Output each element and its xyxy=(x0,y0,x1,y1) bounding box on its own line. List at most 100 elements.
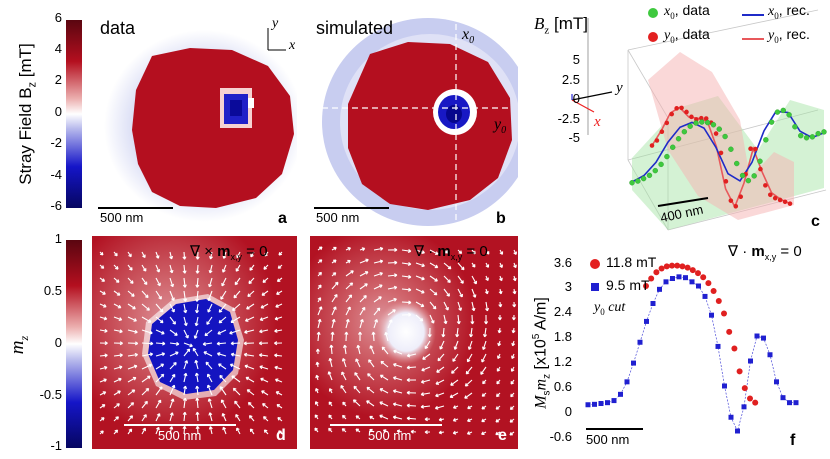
panel-e-arrow xyxy=(344,331,349,342)
panel-d-arrow xyxy=(247,290,255,298)
panel-e-arrow xyxy=(341,428,347,433)
panel-d-arrow xyxy=(155,329,165,335)
bottom-colorbar-tick: -1 xyxy=(50,438,62,453)
panel-e-arrow xyxy=(467,418,473,422)
panel-e-arrow xyxy=(366,400,375,407)
panel-d-arrow xyxy=(155,373,165,383)
panel-c-x0-data-point xyxy=(803,135,810,141)
panel-c-y0-data-point xyxy=(664,120,670,126)
panel-c-y0-data-point xyxy=(738,194,744,200)
panel-f-11-8-point xyxy=(674,262,681,269)
legend-red-circle-icon xyxy=(590,259,600,269)
panel-b-title: simulated xyxy=(316,18,394,38)
panel-e-arrow xyxy=(342,401,347,407)
panel-c-x0-data-point xyxy=(763,137,769,143)
bottom-colorbar-gradient xyxy=(66,240,82,448)
panel-f-9-5-point xyxy=(624,379,630,385)
panel-e-scalebar-label: 500 nm xyxy=(368,428,412,443)
panel-e-arrow xyxy=(420,392,431,397)
panel-e-arrow xyxy=(485,262,490,268)
panel-e-arrow xyxy=(329,344,334,355)
panel-e-arrow xyxy=(406,403,417,408)
panel-e-arrow xyxy=(331,272,337,277)
panel-e-arrow xyxy=(387,285,398,290)
panel-e-arrow xyxy=(482,379,487,385)
panel-e-arrow xyxy=(451,366,459,374)
panel-d-arrow xyxy=(113,329,123,334)
panel-e-arrow xyxy=(393,349,403,355)
panel-e-arrow xyxy=(457,301,463,311)
panel-e-arrow xyxy=(510,392,515,398)
panel-c-x0-data-point xyxy=(681,129,688,135)
panel-e-arrow xyxy=(373,246,384,251)
panel-e-arrow xyxy=(457,249,463,254)
panel-e-arrow xyxy=(499,262,503,268)
panel-f-series xyxy=(585,262,799,434)
panel-f-letter: f xyxy=(790,432,796,449)
panel-c-x0-data-point xyxy=(693,120,699,126)
panel-e-arrow xyxy=(497,327,502,334)
panel-d-arrow xyxy=(127,329,138,334)
panel-d-vector-field xyxy=(99,251,283,435)
panel-c-tick: -5 xyxy=(568,130,580,145)
panel-c-series xyxy=(629,105,827,209)
bottom-colorbar-tick: 0.5 xyxy=(43,283,62,298)
panel-d-arrow xyxy=(182,397,187,409)
panel-d-arrow xyxy=(155,426,160,435)
panel-e-arrow xyxy=(497,353,501,359)
panel-e-arrow xyxy=(317,318,322,329)
panel-e-arrow xyxy=(314,427,319,433)
panel-d-arrow xyxy=(99,328,108,333)
panel-e-arrow xyxy=(331,281,339,290)
panel-d-arrow xyxy=(155,290,162,300)
panel-c-x0-data-point xyxy=(704,119,711,126)
panel-c-y0-data-point xyxy=(772,195,778,201)
panel-d-arrow xyxy=(169,412,174,422)
panel-d-arrow xyxy=(169,361,177,370)
panel-d-arrow xyxy=(141,427,146,435)
panel-b-scalebar xyxy=(314,207,389,209)
legend-x0-rec: x0, rec. xyxy=(768,2,810,21)
panel-e-arrow xyxy=(443,314,448,325)
panel-b-cut-y-label: y0 xyxy=(494,116,507,137)
panel-d-arrow xyxy=(207,398,213,409)
panel-d-arrow xyxy=(231,375,241,383)
panel-d-arrow xyxy=(113,365,123,370)
panel-e-arrow xyxy=(429,262,439,269)
panel-e-arrow xyxy=(509,418,515,423)
panel-e-arrow xyxy=(342,344,347,355)
panel-e-arrow xyxy=(452,430,459,435)
panel-e-arrow xyxy=(498,275,503,282)
panel-f-9-5-point xyxy=(663,279,669,285)
panel-e-arrow xyxy=(355,358,361,368)
panel-c-x0-data-point xyxy=(734,160,740,167)
panel-e-arrow xyxy=(352,399,361,407)
panel-c-x0-data-point xyxy=(792,124,798,130)
panel-f-9-5-point xyxy=(644,318,649,324)
panel-e-arrow xyxy=(429,314,435,324)
panel-e-arrow xyxy=(424,340,431,350)
panel-e-arrow xyxy=(410,429,417,434)
panel-d-arrow xyxy=(274,341,283,346)
panel-d-arrow xyxy=(182,425,187,435)
panel-e-arrow xyxy=(345,282,354,290)
panel-c-y0-data-point xyxy=(654,138,660,143)
panel-e-arrow xyxy=(511,340,516,347)
panel-f-tick: 1.2 xyxy=(553,354,572,369)
panel-c-x0-data-point xyxy=(664,153,670,160)
panel-e-arrow xyxy=(359,247,366,252)
panel-c-line-cuts: Bz [mT] 5 2.5 0 -2.5 -5 y x 400 nm c x0,… xyxy=(528,0,830,234)
panel-e-arrow xyxy=(387,273,398,278)
panel-d-arrow xyxy=(222,251,227,259)
panel-e-arrow xyxy=(331,306,337,316)
panel-e-arrow xyxy=(443,301,449,311)
panel-d-arrow xyxy=(195,290,200,302)
panel-d-arrow xyxy=(113,390,121,396)
panel-e-arrow xyxy=(406,378,417,383)
panel-e-arrow xyxy=(358,331,363,342)
panel-d-arrow xyxy=(263,416,269,422)
panel-e-arrow xyxy=(496,366,501,372)
panel-d-arrow xyxy=(250,251,255,258)
panel-d-arrow xyxy=(155,316,164,324)
bottom-colorbar-tick: -0.5 xyxy=(39,387,62,402)
